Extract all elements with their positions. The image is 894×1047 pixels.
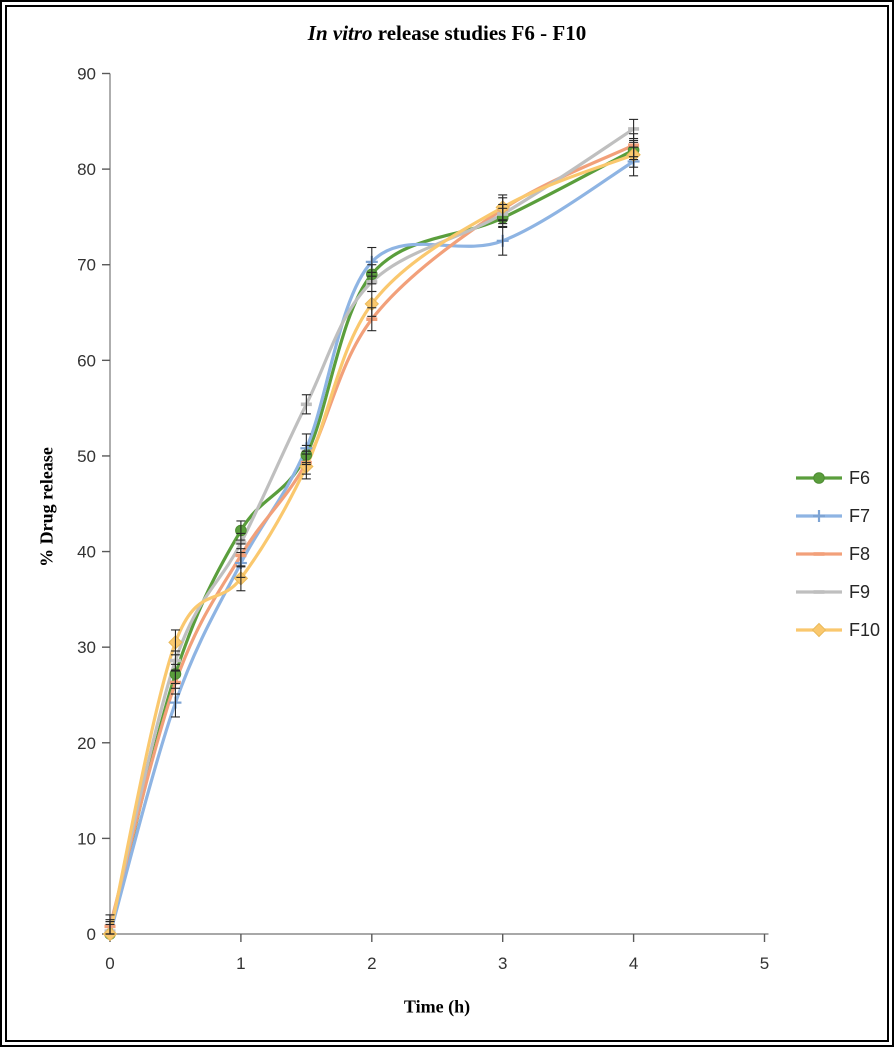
legend-line-sample-F9 [796,590,842,594]
y-tick-label: 50 [77,447,96,466]
legend-item-F9: F9 [795,573,880,611]
legend-item-F6: F6 [795,459,880,497]
marker-F10 [811,622,827,638]
legend-item-F8: F8 [795,535,880,573]
chart-title-italic: In vitro [307,21,373,45]
legend-item-F7: F7 [795,497,880,535]
chart-title-regular: release studies F6 - F10 [372,21,587,45]
chart-legend: F6 F7 F8 F9 F10 [795,459,880,649]
y-tick-label: 40 [77,543,96,562]
legend-label: F7 [849,505,871,526]
x-tick-label: 3 [498,954,507,973]
y-tick-label: 20 [77,734,96,753]
y-tick-label: 30 [77,638,96,657]
marker-F8 [813,552,825,556]
chart-canvas: 0 10 20 30 40 50 60 70 80 90 0 1 2 3 4 5 [77,65,769,974]
x-tick-label: 5 [760,954,769,973]
x-axis-title: Time (h) [403,996,471,1017]
y-tick-label: 60 [77,351,96,370]
x-tick-label: 0 [105,954,114,973]
legend-item-F10: F10 [795,611,880,649]
legend-label: F9 [849,581,871,602]
y-tick-label: 80 [77,160,96,179]
legend-line-sample-F10 [796,622,842,638]
x-tick-label: 1 [236,954,245,973]
legend-label: F10 [849,619,881,640]
legend-line-sample-F8 [796,552,842,556]
page-frame-inner: In vitro release studies F6 - F10 % Drug… [5,5,889,1042]
x-tick-label: 2 [367,954,376,973]
y-tick-label: 70 [77,256,96,275]
y-tick-label: 10 [77,829,96,848]
legend-label: F8 [849,543,871,564]
legend-label: F6 [849,467,871,488]
marker-F6 [813,472,825,484]
chart-title: In vitro release studies F6 - F10 [7,21,887,46]
y-tick-label: 0 [87,925,96,944]
legend-line-sample-F6 [796,472,842,484]
legend-line-sample-F7 [796,510,842,522]
marker-F9 [813,590,825,594]
x-tick-label: 4 [629,954,638,973]
y-tick-label: 90 [77,65,96,84]
